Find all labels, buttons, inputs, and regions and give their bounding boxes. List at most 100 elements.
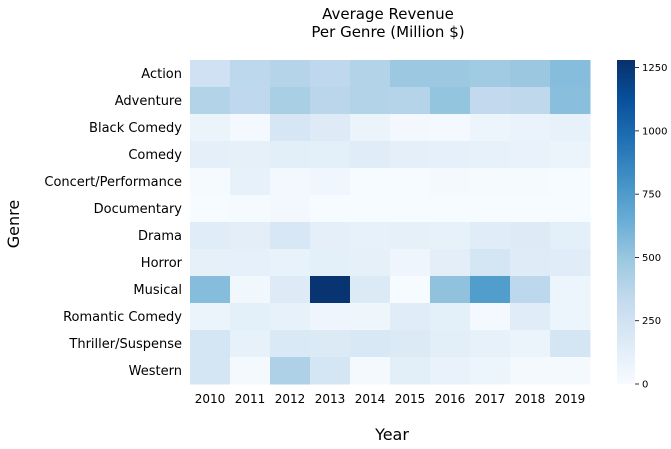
heatmap-cell bbox=[190, 141, 231, 169]
heatmap-cell bbox=[230, 249, 271, 277]
heatmap-cell bbox=[470, 141, 511, 169]
heatmap-cell bbox=[310, 114, 351, 142]
heatmap-cell bbox=[190, 249, 231, 277]
heatmap-cell bbox=[350, 60, 391, 88]
heatmap-cell bbox=[550, 330, 591, 358]
heatmap-cell bbox=[190, 303, 231, 331]
heatmap-cell bbox=[310, 303, 351, 331]
colorbar-tick-label: 1250 bbox=[642, 63, 667, 74]
heatmap-cell bbox=[510, 168, 551, 196]
x-tick-label: 2016 bbox=[435, 392, 466, 406]
heatmap-cell bbox=[430, 60, 471, 88]
heatmap-cell bbox=[270, 87, 311, 115]
heatmap-cell bbox=[430, 222, 471, 250]
heatmap-cell bbox=[190, 60, 231, 88]
heatmap-cell bbox=[350, 114, 391, 142]
heatmap-cell bbox=[430, 141, 471, 169]
x-tick-label: 2018 bbox=[515, 392, 546, 406]
colorbar-tick-label: 500 bbox=[642, 253, 661, 264]
heatmap-cell bbox=[470, 60, 511, 88]
y-tick-label: Comedy bbox=[128, 148, 182, 163]
heatmap-cell bbox=[470, 276, 511, 304]
heatmap-cell bbox=[430, 357, 471, 385]
heatmap-cell bbox=[550, 276, 591, 304]
y-axis-label: Genre bbox=[4, 200, 23, 248]
colorbar-ticks: 0 250 500 750 1000 1250 bbox=[635, 63, 667, 391]
heatmap-cell bbox=[550, 249, 591, 277]
heatmap-cell bbox=[270, 276, 311, 304]
heatmap-cell bbox=[190, 87, 231, 115]
heatmap-cell bbox=[190, 276, 231, 304]
heatmap-cell bbox=[270, 195, 311, 223]
heatmap-cell bbox=[390, 87, 431, 115]
x-tick-label: 2012 bbox=[275, 392, 306, 406]
heatmap-cell bbox=[550, 114, 591, 142]
heatmap-cell bbox=[470, 303, 511, 331]
heatmap-cell bbox=[230, 276, 271, 304]
colorbar-tick-label: 1000 bbox=[642, 126, 667, 137]
heatmap-cell bbox=[350, 330, 391, 358]
heatmap-cell bbox=[310, 87, 351, 115]
heatmap-cell bbox=[550, 168, 591, 196]
heatmap-cell bbox=[510, 222, 551, 250]
heatmap-cell bbox=[350, 168, 391, 196]
heatmap-cell bbox=[390, 141, 431, 169]
heatmap-cell bbox=[270, 357, 311, 385]
heatmap-cell bbox=[270, 60, 311, 88]
y-tick-label: Thriller/Suspense bbox=[68, 337, 182, 352]
heatmap-cell bbox=[390, 168, 431, 196]
heatmap-cell bbox=[430, 87, 471, 115]
heatmap-cell bbox=[390, 222, 431, 250]
colorbar bbox=[617, 60, 635, 384]
heatmap-cell bbox=[510, 330, 551, 358]
heatmap-cell bbox=[310, 357, 351, 385]
heatmap-cell bbox=[230, 87, 271, 115]
heatmap-cell bbox=[270, 114, 311, 142]
heatmap-cell bbox=[390, 276, 431, 304]
heatmap-cell bbox=[390, 60, 431, 88]
heatmap-cell bbox=[230, 60, 271, 88]
heatmap-cell bbox=[230, 222, 271, 250]
heatmap-cell bbox=[350, 357, 391, 385]
heatmap-cell bbox=[270, 303, 311, 331]
heatmap-cell bbox=[390, 114, 431, 142]
heatmap-cell bbox=[190, 168, 231, 196]
colorbar-tick-label: 0 bbox=[642, 380, 648, 391]
heatmap-cell bbox=[310, 168, 351, 196]
heatmap-cell bbox=[550, 357, 591, 385]
heatmap-cells bbox=[190, 60, 591, 385]
y-tick-label: Drama bbox=[138, 229, 182, 244]
heatmap-cell bbox=[470, 168, 511, 196]
heatmap-cell bbox=[310, 60, 351, 88]
x-tick-label: 2015 bbox=[395, 392, 426, 406]
heatmap-cell bbox=[510, 276, 551, 304]
heatmap-cell bbox=[510, 303, 551, 331]
heatmap-cell bbox=[550, 222, 591, 250]
heatmap-cell bbox=[270, 330, 311, 358]
y-tick-label: Black Comedy bbox=[89, 121, 182, 136]
heatmap-cell bbox=[350, 141, 391, 169]
heatmap-cell bbox=[510, 357, 551, 385]
heatmap-cell bbox=[430, 330, 471, 358]
heatmap-cell bbox=[190, 195, 231, 223]
heatmap-cell bbox=[190, 357, 231, 385]
heatmap-cell bbox=[350, 87, 391, 115]
y-tick-label: Horror bbox=[141, 256, 183, 271]
heatmap-cell bbox=[510, 249, 551, 277]
heatmap-cell bbox=[230, 141, 271, 169]
heatmap-cell bbox=[350, 222, 391, 250]
x-tick-label: 2013 bbox=[315, 392, 346, 406]
heatmap-cell bbox=[470, 330, 511, 358]
heatmap-cell bbox=[350, 195, 391, 223]
heatmap-cell bbox=[350, 303, 391, 331]
x-tick-label: 2017 bbox=[475, 392, 506, 406]
y-tick-labels: Action Adventure Black Comedy Comedy Concert… bbox=[44, 67, 182, 379]
heatmap-cell bbox=[190, 330, 231, 358]
heatmap-cell bbox=[470, 195, 511, 223]
heatmap-cell bbox=[470, 114, 511, 142]
chart-title-line-1: Average Revenue bbox=[322, 5, 454, 23]
heatmap-cell bbox=[230, 357, 271, 385]
y-tick-label: Western bbox=[129, 364, 182, 379]
heatmap-cell bbox=[510, 141, 551, 169]
heatmap-cell bbox=[470, 249, 511, 277]
